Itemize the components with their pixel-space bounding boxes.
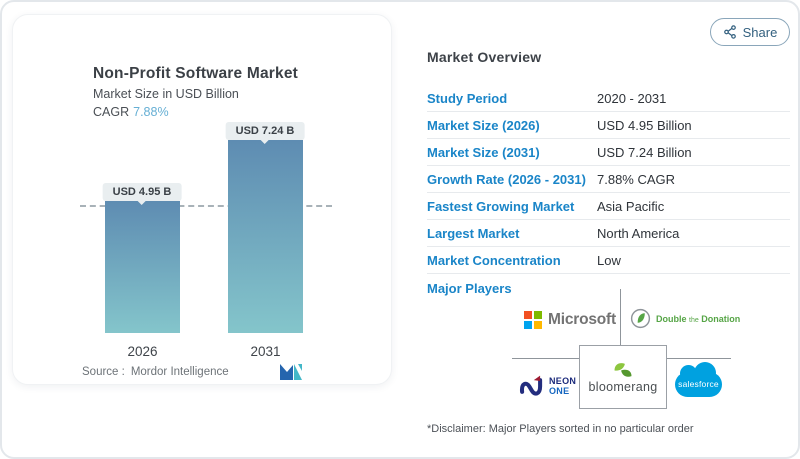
table-row: Largest Market North America — [427, 220, 790, 247]
reference-dashed-line — [80, 205, 332, 208]
row-label: Largest Market — [427, 225, 520, 241]
table-row: Market Concentration Low — [427, 247, 790, 274]
players-horizontal-divider-left — [512, 358, 579, 359]
microsoft-squares-icon — [524, 311, 542, 329]
row-value: USD 7.24 Billion — [597, 144, 692, 160]
table-row: Growth Rate (2026 - 2031) 7.88% CAGR — [427, 166, 790, 193]
double-the-donation-logo: Double the Donation — [630, 308, 740, 329]
bar-value-badge-1: USD 7.24 B — [225, 122, 305, 140]
share-icon — [723, 25, 736, 39]
salesforce-logo: salesforce — [675, 362, 722, 397]
row-value: Low — [597, 252, 621, 268]
bar-2031 — [228, 140, 303, 333]
table-row: Study Period 2020 - 2031 — [427, 85, 790, 112]
share-button-label: Share — [742, 24, 778, 40]
neon-one-icon — [520, 375, 543, 396]
source-name: Mordor Intelligence — [130, 366, 229, 378]
row-label: Growth Rate (2026 - 2031) — [427, 171, 586, 187]
salesforce-name: salesforce — [678, 379, 719, 389]
neon-one-name: NEON ONE — [549, 375, 577, 396]
row-label: Study Period — [427, 90, 508, 106]
market-chart-card: Non-Profit Software Market Market Size i… — [12, 14, 392, 385]
source-line: Source : Mordor Intelligence — [82, 366, 229, 378]
mordor-intelligence-logo-icon — [280, 364, 302, 380]
disclaimer-text: *Disclaimer: Major Players sorted in no … — [427, 423, 694, 435]
table-row: Market Size (2026) USD 4.95 Billion — [427, 112, 790, 139]
bloomerang-logo-card: bloomerang — [579, 345, 667, 409]
table-row: Market Size (2031) USD 7.24 Billion — [427, 139, 790, 166]
row-value: North America — [597, 225, 680, 241]
bloomerang-name: bloomerang — [588, 379, 658, 394]
overview-table: Study Period 2020 - 2031 Market Size (20… — [427, 85, 790, 274]
chart-title: Non-Profit Software Market — [93, 65, 298, 82]
overview-heading: Market Overview — [427, 49, 542, 65]
source-label: Source : — [82, 366, 125, 378]
row-value: 7.88% CAGR — [597, 171, 676, 187]
players-vertical-divider — [620, 289, 621, 345]
players-horizontal-divider-right — [666, 358, 731, 359]
row-label: Market Concentration — [427, 252, 561, 268]
x-axis-label-2026: 2026 — [127, 344, 158, 359]
bloomerang-leaf-icon — [614, 362, 632, 377]
cagr-line: CAGR 7.88% — [93, 105, 169, 119]
cagr-label: CAGR — [93, 105, 130, 119]
table-row: Fastest Growing Market Asia Pacific — [427, 193, 790, 220]
cagr-value: 7.88% — [133, 105, 169, 119]
chart-subtitle: Market Size in USD Billion — [93, 87, 239, 101]
row-label: Fastest Growing Market — [427, 198, 575, 214]
microsoft-logo: Microsoft — [524, 311, 616, 329]
row-value: 2020 - 2031 — [597, 90, 667, 106]
row-label: Market Size (2031) — [427, 144, 540, 160]
share-button[interactable]: Share — [710, 18, 790, 46]
row-label: Market Size (2026) — [427, 117, 540, 133]
microsoft-name: Microsoft — [548, 311, 616, 328]
bar-2026 — [105, 201, 180, 333]
bar-value-badge-0: USD 4.95 B — [102, 183, 182, 202]
double-the-donation-name: Double the Donation — [656, 313, 741, 324]
row-value: Asia Pacific — [597, 198, 665, 214]
x-axis-label-2031: 2031 — [250, 344, 281, 359]
row-value: USD 4.95 Billion — [597, 117, 692, 133]
double-the-donation-leaf-icon — [630, 308, 651, 329]
major-players-label: Major Players — [427, 281, 512, 296]
neon-one-logo: NEON ONE — [518, 372, 576, 399]
